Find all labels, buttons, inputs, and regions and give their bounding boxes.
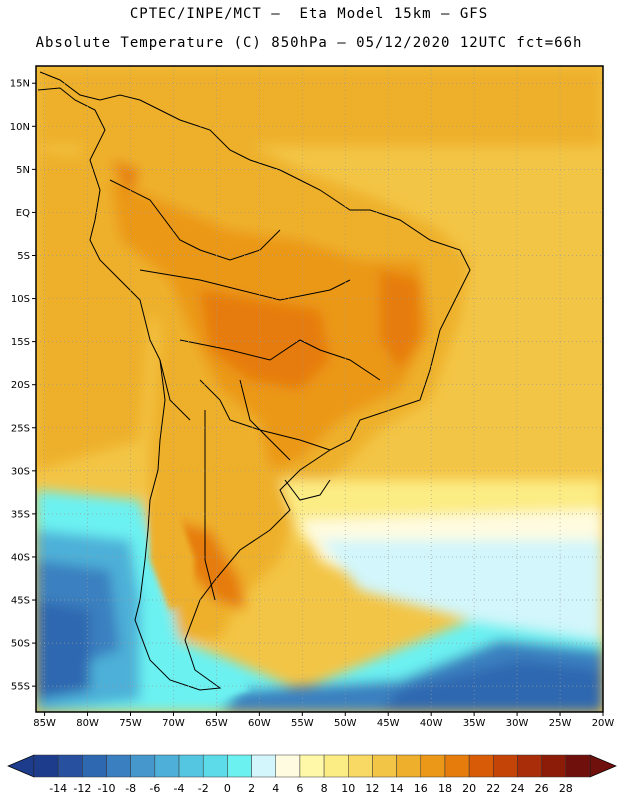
lat-tick-label: 15S <box>11 337 30 348</box>
colorbar-swatch <box>227 754 252 778</box>
lon-tick-label: 60W <box>248 718 271 729</box>
colorbar-label: -12 <box>73 782 91 795</box>
colorbar-swatch <box>202 754 228 778</box>
colorbar-swatch <box>106 754 131 778</box>
lon-tick-label: 20W <box>592 718 615 729</box>
colorbar-swatch <box>323 754 349 778</box>
colorbar-swatch <box>275 754 301 778</box>
colorbar-swatch <box>82 754 107 778</box>
lon-tick-label: 35W <box>463 718 486 729</box>
lon-tick-label: 40W <box>420 718 443 729</box>
lat-tick-label: 15N <box>10 79 30 90</box>
colorbar-swatch <box>299 754 325 778</box>
lat-lon-grid <box>36 66 604 712</box>
colorbar-swatch <box>57 754 83 778</box>
lat-tick-label: 35S <box>11 509 30 520</box>
lon-tick-label: 45W <box>377 718 400 729</box>
colorbar-label: 22 <box>486 782 500 795</box>
colorbar-label: 20 <box>462 782 476 795</box>
lon-tick-label: 25W <box>549 718 572 729</box>
lat-tick-label: 5S <box>17 251 30 262</box>
colorbar-swatch <box>154 754 180 778</box>
colorbar-swatch <box>251 754 276 778</box>
lon-tick-label: 75W <box>119 718 142 729</box>
chart-title-line1: CPTEC/INPE/MCT — Eta Model 15km — GFS <box>129 6 489 22</box>
lon-tick-label: 55W <box>291 718 314 729</box>
chart-title-line2: Absolute Temperature (C) 850hPa — 05/12/… <box>35 35 583 51</box>
colorbar-label: -6 <box>149 782 160 795</box>
lat-tick-label: 55S <box>11 682 30 693</box>
colorbar-label: 16 <box>414 782 428 795</box>
lon-tick-label: 80W <box>76 718 99 729</box>
colorbar-swatch <box>348 754 373 778</box>
colorbar-arrow-high <box>589 754 617 778</box>
colorbar-label: 2 <box>248 782 255 795</box>
colorbar-label: -8 <box>125 782 136 795</box>
colorbar-arrow-low <box>7 754 35 778</box>
colorbar-label: 14 <box>390 782 404 795</box>
colorbar-label: -10 <box>98 782 116 795</box>
lat-tick-label: 20S <box>11 380 30 391</box>
lat-tick-label: 25S <box>11 423 30 434</box>
colorbar-label: -2 <box>198 782 209 795</box>
temperature-field <box>36 66 603 712</box>
colorbar-label: 4 <box>272 782 279 795</box>
colorbar-swatch <box>396 754 422 778</box>
colorbar-label: 26 <box>535 782 549 795</box>
longitude-axis: 85W 80W 75W 70W 65W 60W 55W 50W 45W 40W 35W 30W 25W 2… <box>33 712 614 729</box>
colorbar-swatch <box>517 754 542 778</box>
colorbar-label: 28 <box>559 782 573 795</box>
lon-tick-label: 65W <box>205 718 228 729</box>
colorbar-swatch <box>130 754 156 778</box>
colorbar-swatch <box>565 754 591 778</box>
latitude-axis: 15N 10N 5N EQ 5S 10S 15S 20S 25S 30S 35S 40S 45S 50S 5… <box>10 79 36 693</box>
lat-tick-label: 40S <box>11 552 30 563</box>
lat-tick-label: EQ <box>16 208 30 219</box>
lat-tick-label: 30S <box>11 466 30 477</box>
colorbar-swatch <box>372 754 397 778</box>
colorbar-label: 0 <box>224 782 231 795</box>
colorbar-swatch <box>493 754 518 778</box>
colorbar-swatch <box>33 754 59 778</box>
colorbar-label: 18 <box>438 782 452 795</box>
colorbar: -14 -12 -10 -8 -6 -4 -2 0 2 4 6 8 10 12 14 16 18 20 22 24 26… <box>7 754 617 795</box>
lat-tick-label: 45S <box>11 596 30 607</box>
map-frame <box>35 65 604 713</box>
colorbar-label: 10 <box>341 782 355 795</box>
lat-tick-label: 10N <box>10 122 30 133</box>
colorbar-label: 8 <box>321 782 328 795</box>
colorbar-label: 12 <box>365 782 379 795</box>
colorbar-label: 6 <box>296 782 303 795</box>
lat-tick-label: 50S <box>11 639 30 650</box>
colorbar-label: -14 <box>49 782 67 795</box>
lat-tick-label: 5N <box>16 165 30 176</box>
colorbar-label: -4 <box>174 782 185 795</box>
lon-tick-label: 50W <box>334 718 357 729</box>
coastlines <box>37 71 471 691</box>
lat-tick-label: 10S <box>11 294 30 305</box>
colorbar-swatch <box>468 754 494 778</box>
lon-tick-label: 70W <box>162 718 185 729</box>
colorbar-label: 24 <box>510 782 524 795</box>
colorbar-swatch <box>541 754 567 778</box>
lon-tick-label: 30W <box>506 718 529 729</box>
colorbar-swatch <box>178 754 204 778</box>
colorbar-swatch <box>444 754 470 778</box>
lon-tick-label: 85W <box>33 718 56 729</box>
colorbar-swatch <box>420 754 446 778</box>
